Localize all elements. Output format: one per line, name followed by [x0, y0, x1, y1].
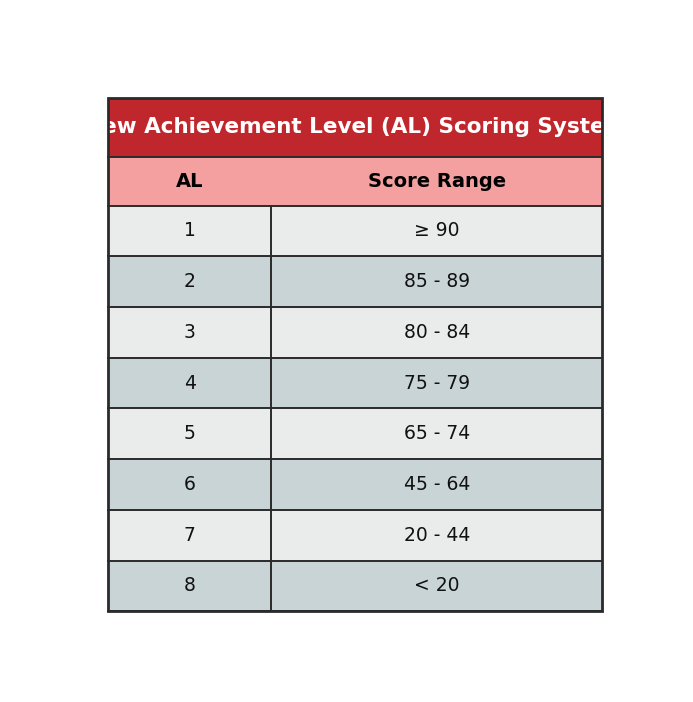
Bar — [108, 256, 602, 307]
Text: 75 - 79: 75 - 79 — [403, 373, 470, 392]
Text: 8: 8 — [184, 576, 195, 595]
Bar — [108, 307, 602, 358]
Bar — [108, 409, 602, 459]
Text: 6: 6 — [184, 475, 195, 494]
Bar — [108, 98, 602, 157]
Bar — [108, 358, 602, 409]
Text: New Achievement Level (AL) Scoring System: New Achievement Level (AL) Scoring Syste… — [84, 117, 626, 138]
Text: 1: 1 — [184, 221, 195, 241]
Bar — [108, 157, 602, 206]
Text: 2: 2 — [184, 272, 195, 291]
Text: 20 - 44: 20 - 44 — [403, 526, 470, 545]
Bar — [108, 510, 602, 561]
Text: 45 - 64: 45 - 64 — [403, 475, 470, 494]
Text: ≥ 90: ≥ 90 — [414, 221, 459, 241]
Text: 7: 7 — [184, 526, 195, 545]
Text: 3: 3 — [184, 323, 195, 342]
Text: 65 - 74: 65 - 74 — [403, 424, 470, 443]
Text: 5: 5 — [184, 424, 195, 443]
Bar — [108, 459, 602, 510]
Bar — [108, 561, 602, 611]
Text: AL: AL — [176, 172, 203, 191]
Text: 85 - 89: 85 - 89 — [403, 272, 470, 291]
Text: 80 - 84: 80 - 84 — [403, 323, 470, 342]
Text: Score Range: Score Range — [367, 172, 506, 191]
Bar — [108, 206, 602, 256]
Text: 4: 4 — [184, 373, 195, 392]
Text: < 20: < 20 — [414, 576, 459, 595]
